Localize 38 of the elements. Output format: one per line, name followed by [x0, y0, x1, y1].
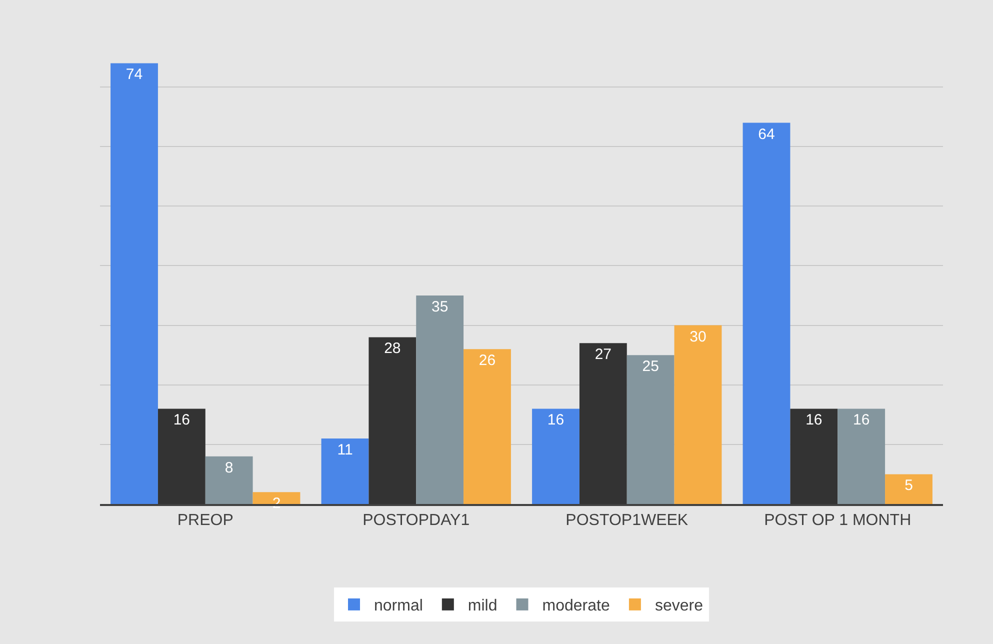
data-label: 25 [642, 358, 659, 376]
data-label: 64 [758, 126, 775, 143]
bar [626, 355, 674, 504]
data-label: 5 [904, 477, 913, 494]
data-label: 74 [126, 66, 143, 84]
legend-label: normal [374, 598, 423, 615]
legend-label: mild [468, 598, 498, 615]
bar [110, 63, 158, 504]
bar [790, 408, 838, 504]
data-label: 27 [594, 346, 612, 364]
data-label: 16 [173, 412, 190, 429]
bar [158, 408, 206, 504]
bar [416, 296, 464, 504]
legend-label: moderate [542, 598, 610, 615]
data-label: 8 [224, 459, 234, 476]
bar [532, 408, 580, 504]
legend-label: severe [654, 598, 704, 615]
x-tick-label: POST OP 1 MONTH [764, 512, 912, 530]
bar [205, 456, 253, 504]
bar [579, 343, 627, 504]
bar [368, 337, 416, 504]
data-label: 26 [478, 352, 496, 370]
data-label: 30 [690, 328, 706, 346]
bar [838, 408, 886, 504]
bar [464, 349, 511, 504]
data-label: 16 [806, 412, 822, 429]
bar [885, 474, 932, 504]
x-tick-label: PREOP [177, 512, 234, 530]
x-tick-label: POSTOP1WEEK [566, 512, 688, 530]
bar [321, 438, 369, 504]
data-label: 11 [337, 441, 353, 458]
data-label: 16 [852, 412, 870, 429]
x-tick-label: POSTOPDAY1 [362, 512, 470, 530]
bar [674, 325, 722, 504]
data-label: 35 [431, 298, 448, 316]
bar [742, 122, 790, 504]
data-label: 16 [547, 412, 564, 429]
data-label: 28 [384, 340, 401, 358]
